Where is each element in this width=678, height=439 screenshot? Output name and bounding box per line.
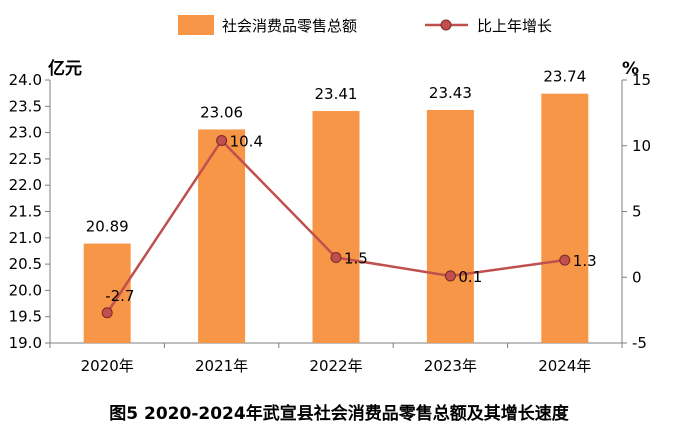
growth-value-label: -2.7	[105, 287, 134, 305]
bar-value-label: 23.43	[429, 84, 472, 102]
bar	[312, 111, 360, 343]
growth-value-label: 1.3	[573, 252, 597, 270]
bar	[198, 129, 246, 343]
growth-value-label: 10.4	[230, 132, 263, 150]
legend-line-label: 比上年增长	[477, 17, 552, 35]
right-axis-tick-label: 5	[632, 203, 642, 221]
x-axis-tick-label: 2023年	[424, 357, 477, 375]
right-axis-tick-label: 10	[632, 137, 651, 155]
x-axis-tick-label: 2024年	[538, 357, 591, 375]
bars	[83, 93, 589, 344]
growth-line-series	[101, 134, 571, 319]
bar-value-label: 23.06	[200, 103, 243, 121]
left-axis-unit: 亿元	[48, 58, 82, 79]
left-axis-tick-label: 20.0	[9, 281, 42, 299]
right-axis-unit: %	[622, 59, 639, 79]
bar	[541, 93, 589, 344]
left-axis-tick-label: 23.5	[9, 97, 42, 115]
left-axis-tick-label: 20.5	[9, 255, 42, 273]
x-axis-tick-label: 2022年	[309, 357, 362, 375]
left-axis-tick-label: 22.0	[9, 176, 42, 194]
bar-value-label: 23.74	[543, 68, 586, 86]
left-axis-tick-label: 19.5	[9, 308, 42, 326]
left-axis-tick-label: 22.5	[9, 150, 42, 168]
right-axis-tick-label: 15	[632, 71, 651, 89]
left-axis-tick-label: 19.0	[9, 334, 42, 352]
left-axis-tick-label: 23.0	[9, 124, 42, 142]
legend: 社会消费品零售总额 比上年增长	[178, 15, 552, 35]
growth-point	[216, 134, 228, 146]
bar	[426, 109, 474, 344]
growth-point	[330, 252, 342, 264]
x-axis-tick-label: 2021年	[195, 357, 248, 375]
legend-bar-swatch	[178, 15, 214, 35]
chart-title: 图5 2020-2024年武宣县社会消费品零售总额及其增长速度	[109, 403, 569, 424]
right-axis-tick-label: -5	[632, 334, 647, 352]
growth-point	[559, 254, 571, 266]
growth-value-label: 1.5	[344, 250, 368, 268]
right-axis-tick-label: 0	[632, 268, 642, 286]
growth-point	[444, 270, 456, 282]
left-axis-tick-label: 24.0	[9, 71, 42, 89]
bar	[83, 243, 131, 343]
left-axis-tick-label: 21.0	[9, 229, 42, 247]
growth-value-label: 0.1	[458, 268, 482, 286]
left-axis-tick-label: 21.5	[9, 203, 42, 221]
legend-bar-label: 社会消费品零售总额	[222, 17, 357, 35]
bar-value-label: 20.89	[86, 218, 129, 236]
legend-line-marker	[440, 19, 452, 31]
growth-point	[101, 307, 113, 319]
data-labels: 20.89 23.06 23.41 23.43 23.74 -2.7 10.4 1.5 0.1 1…	[86, 68, 597, 305]
x-axis-tick-label: 2020年	[81, 357, 134, 375]
bar-value-label: 23.41	[315, 85, 358, 103]
